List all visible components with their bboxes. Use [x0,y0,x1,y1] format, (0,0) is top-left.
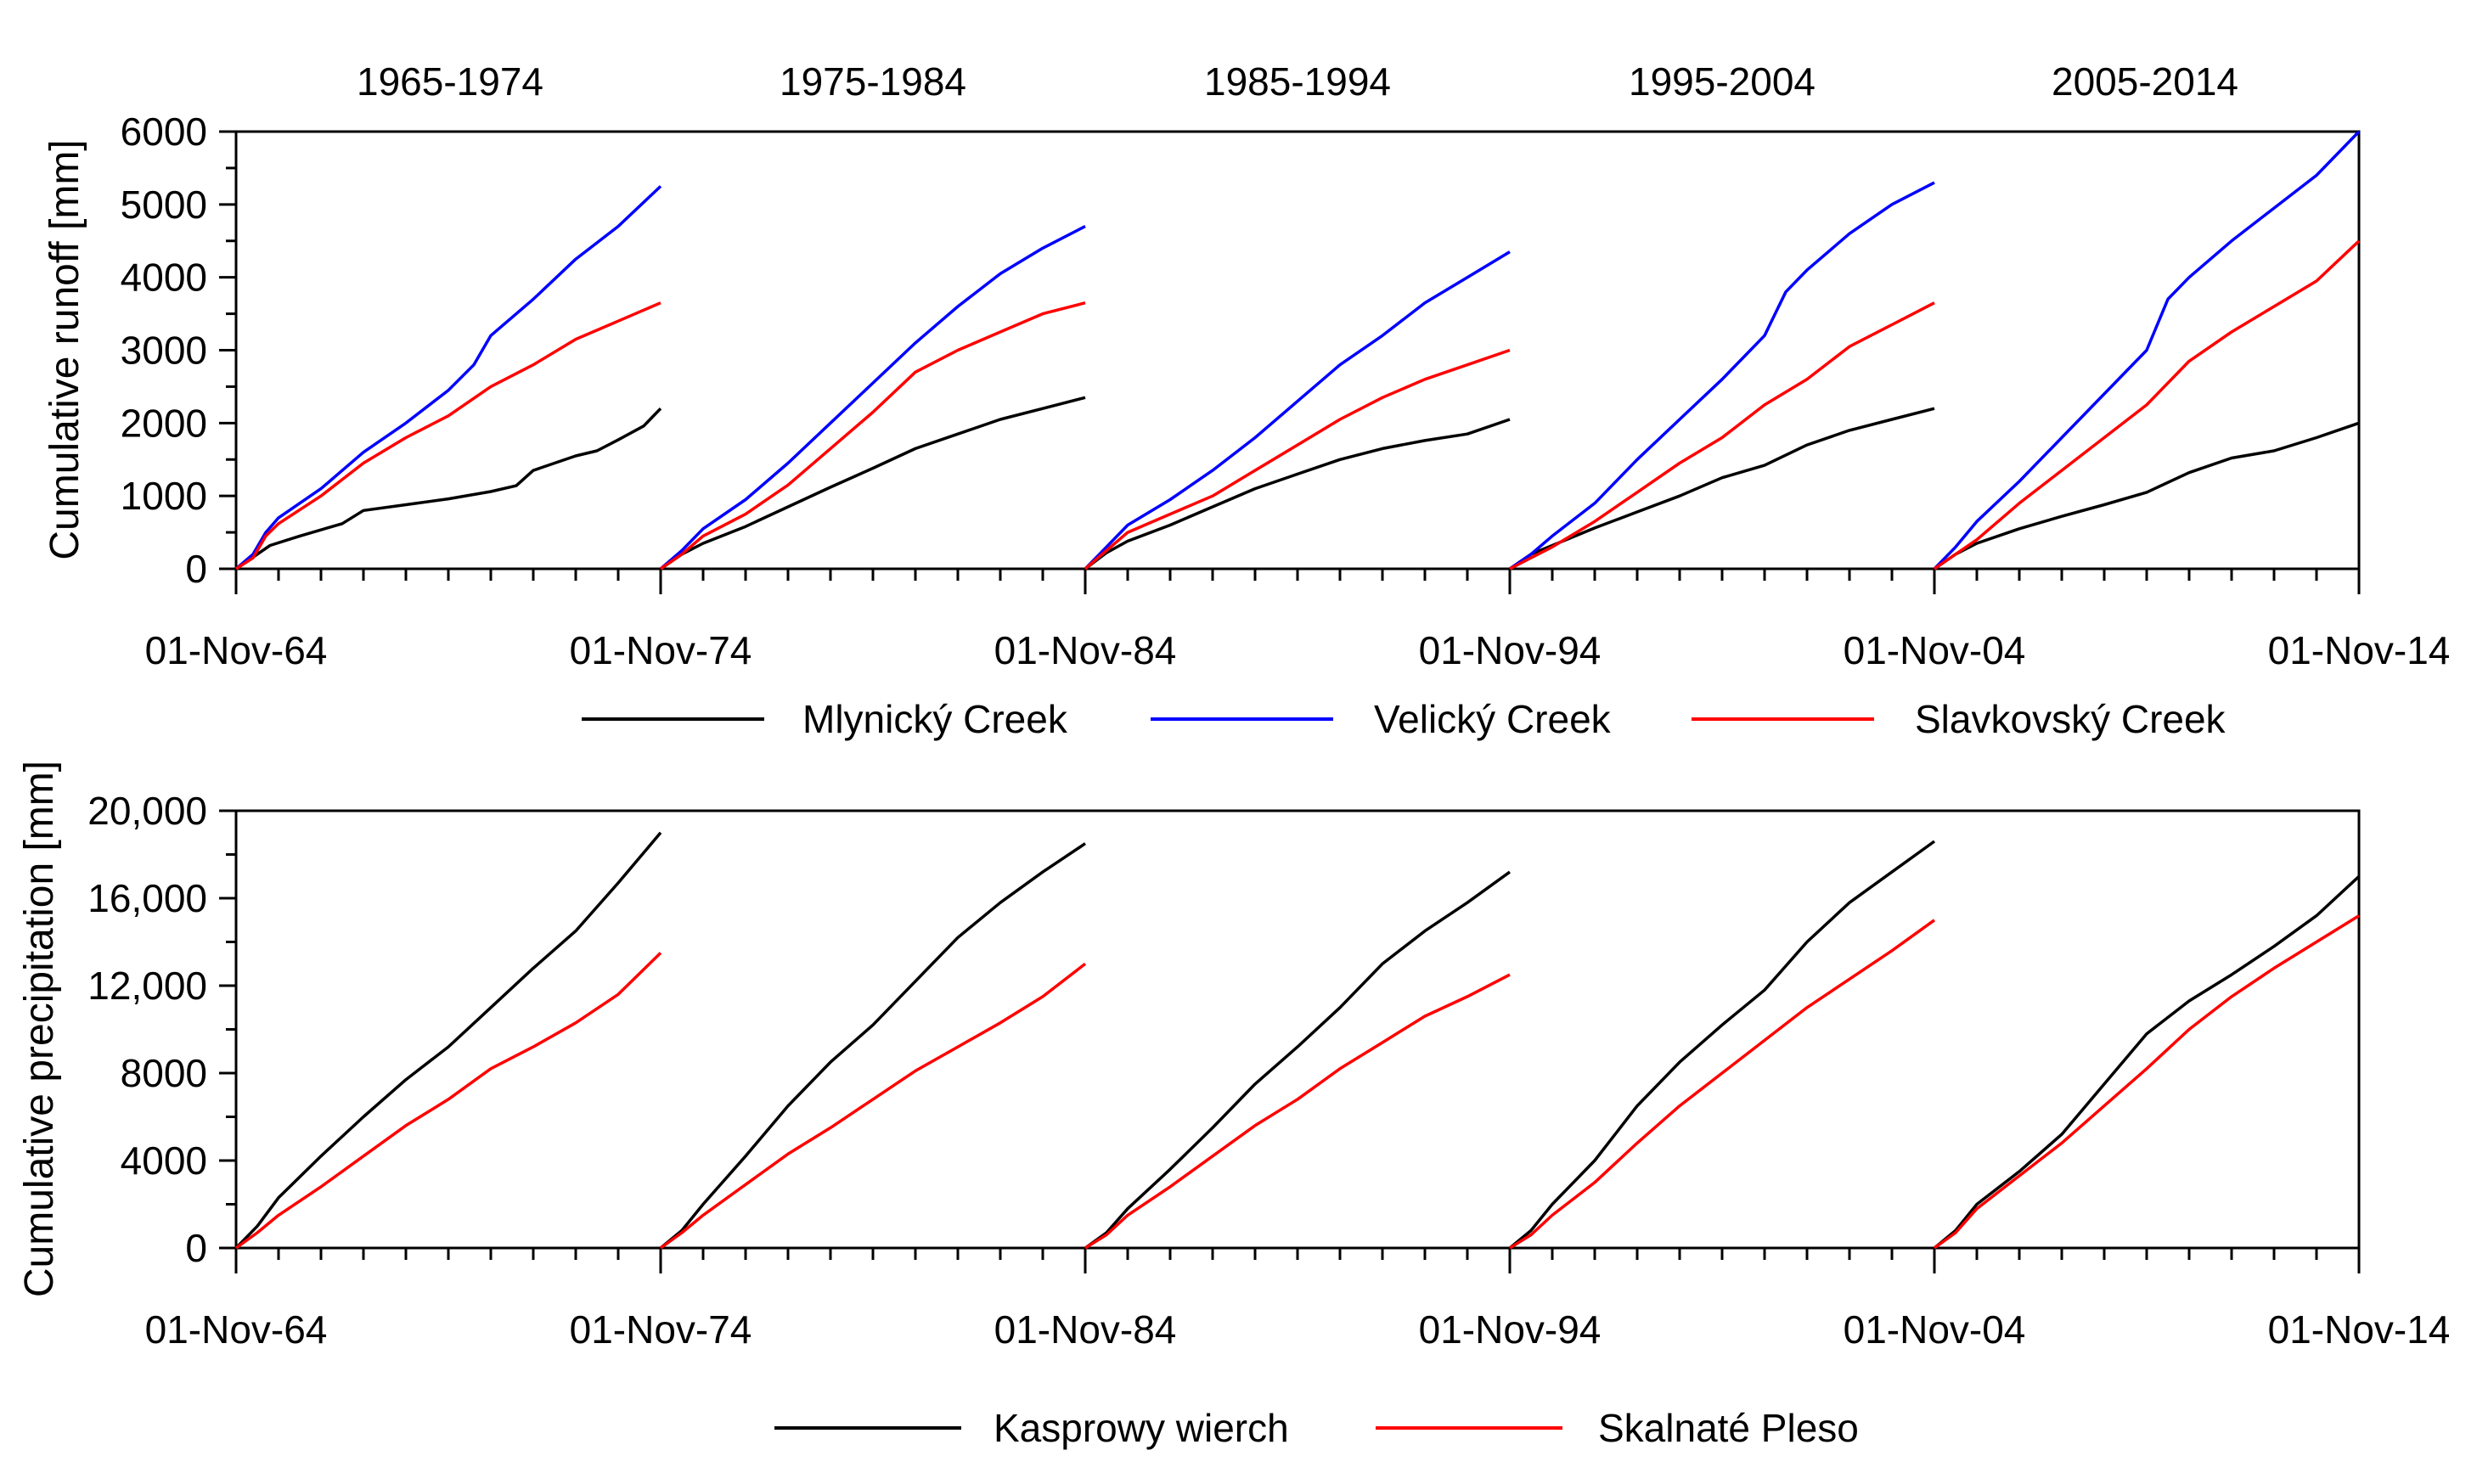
panel-title-4: 1995-2004 [1629,59,1816,104]
legend-label-mlynicky: Mlynický Creek [802,697,1068,741]
precip-series-1-decade-1 [659,962,1087,1250]
runoff-y-axis-label: Cumulative runoff [mm] [42,139,87,559]
precip-xtick-label-1: 01-Nov-74 [570,1307,752,1352]
runoff-series-1-decade-3 [1509,181,1935,571]
precip-xtick-label-3: 01-Nov-94 [1419,1307,1602,1352]
runoff-series-0-decade-0 [235,407,662,571]
precipitation-plot-frame [234,809,2361,1250]
precip-xtick-label-2: 01-Nov-84 [994,1307,1177,1352]
precip-series-0-decade-3 [1508,840,1936,1250]
precip-series-1-decade-0 [234,952,662,1250]
panel-title-3: 1985-1994 [1204,59,1391,104]
runoff-series-0-decade-1 [660,396,1086,571]
runoff-series-2-decade-2 [1084,348,1511,571]
panel-title-1: 1965-1974 [357,59,543,104]
runoff-series-0-decade-3 [1509,407,1935,571]
runoff-xtick-label-2: 01-Nov-84 [994,628,1177,672]
runoff-series-2-decade-3 [1509,301,1935,571]
precip-xtick-label-0: 01-Nov-64 [145,1307,328,1352]
runoff-xtick-label-1: 01-Nov-74 [570,628,752,672]
runoff-x-ticks: 01-Nov-64 01-Nov-74 01-Nov-84 01-Nov-94 01-N… [145,569,2451,672]
runoff-series-2-decade-0 [235,301,661,571]
precip-ytick-label-3: 12,000 [87,964,207,1008]
runoff-legend: Mlynický Creek Velický Creek Slavkovský … [582,697,2226,741]
precipitation-chart: Cumulative precipitation [mm] 0 4000 8000 1… [17,761,2450,1352]
runoff-series-lines [234,130,2361,571]
precip-series-1-decade-4 [1933,914,2360,1250]
precip-ytick-label-4: 16,000 [87,876,207,920]
panel-title-2: 1975-1984 [780,59,966,104]
panel-titles: 1965-1974 1975-1984 1985-1994 1995-2004 … [357,59,2238,104]
runoff-y-ticks: 0 1000 2000 3000 4000 5000 6000 [121,110,236,591]
precip-series-0-decade-4 [1933,875,2361,1250]
runoff-xtick-label-0: 01-Nov-64 [145,628,328,672]
runoff-series-1-decade-4 [1933,130,2361,571]
runoff-chart: Cumulative runoff [mm] 0 1000 2000 3000 4000… [42,110,2450,672]
runoff-ytick-label-2: 2000 [121,401,207,445]
precip-xtick-label-4: 01-Nov-04 [1844,1307,2026,1352]
precip-series-0-decade-0 [234,831,662,1250]
runoff-series-1-decade-1 [659,225,1086,571]
runoff-series-0-decade-4 [1934,421,2360,571]
precipitation-x-ticks: 01-Nov-64 01-Nov-74 01-Nov-84 01-Nov-94 01-N… [145,1248,2451,1352]
runoff-ytick-label-0: 0 [185,547,207,591]
runoff-ytick-label-6: 6000 [121,110,207,154]
runoff-series-1-decade-2 [1084,250,1511,571]
runoff-series-2-decade-4 [1934,239,2361,571]
runoff-xtick-label-5: 01-Nov-14 [2268,628,2451,672]
precip-ytick-label-5: 20,000 [87,789,207,833]
precipitation-y-axis-label: Cumulative precipitation [mm] [17,761,62,1297]
runoff-series-2-decade-1 [660,301,1086,571]
precip-series-0-decade-2 [1084,870,1512,1250]
precip-series-1-decade-3 [1509,919,1936,1250]
precipitation-series-lines [234,831,2361,1250]
precip-ytick-label-2: 8000 [121,1051,207,1095]
legend-label-skalnate: Skalnaté Pleso [1598,1406,1859,1450]
runoff-ytick-label-3: 3000 [121,329,207,373]
runoff-series-0-decade-2 [1084,418,1511,571]
precip-ytick-label-0: 0 [185,1226,207,1270]
runoff-xtick-label-3: 01-Nov-94 [1419,628,1602,672]
runoff-ytick-label-5: 5000 [121,183,207,227]
panel-title-5: 2005-2014 [2052,59,2238,104]
legend-label-velicky: Velický Creek [1374,697,1612,741]
precipitation-legend: Kasprowy wierch Skalnaté Pleso [774,1406,1859,1450]
runoff-series-1-decade-0 [234,185,662,571]
legend-label-slavkovsky: Slavkovský Creek [1915,697,2226,741]
precip-xtick-label-5: 01-Nov-14 [2268,1307,2451,1352]
precip-ytick-label-1: 4000 [121,1138,207,1183]
runoff-ytick-label-1: 1000 [121,474,207,518]
runoff-plot-frame [234,130,2361,571]
runoff-ytick-label-4: 4000 [121,256,207,300]
legend-label-kasprowy: Kasprowy wierch [994,1406,1289,1450]
precip-series-1-decade-2 [1084,973,1511,1250]
precipitation-y-ticks: 0 4000 8000 12,000 16,000 20,000 [87,789,236,1270]
runoff-xtick-label-4: 01-Nov-04 [1844,628,2026,672]
precip-series-0-decade-1 [659,842,1086,1250]
